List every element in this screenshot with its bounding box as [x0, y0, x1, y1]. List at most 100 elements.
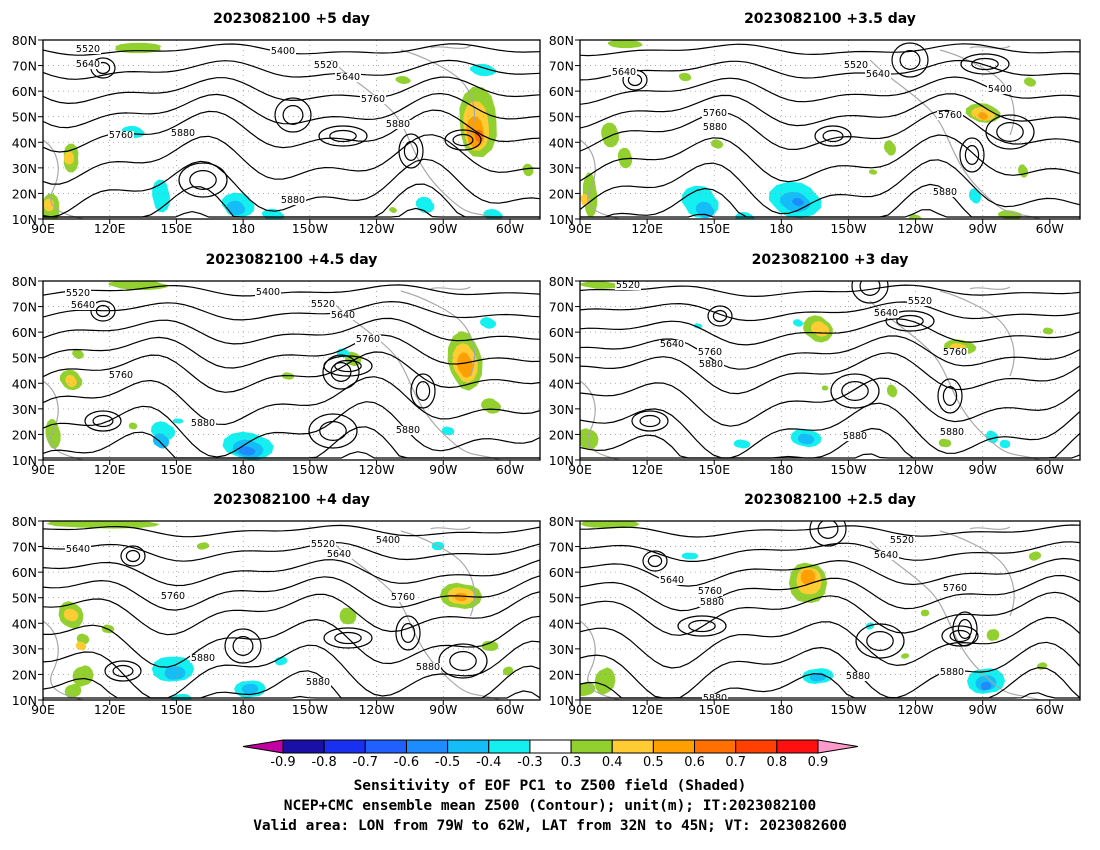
sensitivity-shading [580, 681, 596, 697]
z500-contour-cell [851, 281, 889, 304]
contour-label-bg [190, 419, 216, 428]
coastline [969, 526, 1011, 530]
z500-contour [43, 615, 540, 668]
lat-tick-label: 70N [12, 300, 37, 315]
sensitivity-shading [454, 592, 468, 602]
z500-contour [43, 451, 540, 459]
lon-tick-label: 120E [631, 221, 663, 236]
contour-label: 5880 [386, 119, 410, 130]
contour-label: 5880 [306, 677, 330, 688]
z500-contour-cell [941, 625, 979, 647]
panel-frame [42, 280, 541, 461]
colorbar-label: 0.5 [643, 755, 664, 770]
z500-contour [580, 352, 1080, 395]
contour-label-bg [280, 196, 306, 205]
sensitivity-shading [969, 188, 982, 204]
z500-contour-cell [92, 414, 114, 428]
z500-contour-cell [330, 362, 352, 382]
contour-label: 5880 [191, 653, 215, 664]
contour-label-bg [65, 289, 91, 298]
contour-label: 5760 [698, 586, 722, 597]
contour-label-bg [390, 593, 416, 602]
contour-label-bg [170, 129, 196, 138]
colorbar-segment [323, 739, 366, 754]
contour-label-bg [395, 426, 421, 435]
sensitivity-shading [908, 214, 922, 219]
colorbar-label: 0.4 [602, 755, 623, 770]
coastline [939, 49, 1015, 136]
z500-contour [43, 401, 540, 458]
lon-tick-label: 120W [358, 462, 394, 477]
contour-label-bg [697, 348, 723, 357]
z500-contour [43, 284, 540, 297]
z500-contour-cell [896, 314, 924, 328]
contour-label: 5640 [336, 72, 360, 83]
sensitivity-shading [1018, 164, 1028, 178]
lon-tick-label: 180 [231, 702, 255, 717]
z500-contour [43, 575, 540, 611]
caption-line1: Sensitivity of EOF PC1 to Z500 field (Sh… [354, 778, 747, 794]
contour-label: 5880 [281, 195, 305, 206]
lat-tick-label: 40N [549, 135, 574, 150]
contour-label: 5640 [331, 310, 355, 321]
z500-contour-cell [398, 133, 424, 169]
contour-label-bg [873, 551, 899, 560]
contour-label: 5760 [356, 334, 380, 345]
coastline [400, 290, 476, 377]
sensitivity-shading [46, 521, 160, 529]
lat-tick-label: 60N [549, 565, 574, 580]
z500-contour [43, 76, 540, 105]
contour-label: 5520 [890, 535, 914, 546]
z500-contour-cell [707, 305, 733, 327]
lat-tick-label: 60N [549, 325, 574, 340]
z500-contour-cell [444, 129, 482, 151]
lon-tick-label: 90E [568, 702, 592, 717]
z500-contour [43, 426, 540, 459]
contour-label-bg [615, 281, 641, 290]
lon-tick-label: 150W [830, 462, 866, 477]
contour-label-bg [270, 47, 296, 56]
contour-label-bg [335, 73, 361, 82]
sensitivity-shading [72, 665, 94, 687]
contour-label: 5520 [311, 539, 335, 550]
sensitivity-shading [1042, 327, 1054, 335]
z500-contour-cell [996, 122, 1024, 142]
contour-label: 5880 [699, 359, 723, 370]
coastline [430, 286, 471, 290]
colorbar-label: -0.3 [517, 755, 542, 770]
sensitivity-shading [800, 569, 816, 585]
lon-tick-label: 90E [568, 221, 592, 236]
contour-label: 5880 [416, 662, 440, 673]
colorbar-label: 0.7 [725, 755, 746, 770]
lon-tick-label: 150E [161, 221, 193, 236]
sensitivity-shading [999, 439, 1011, 449]
contour-label-bg [305, 678, 331, 687]
contour-label-bg [843, 61, 869, 70]
contour-label: 5760 [109, 130, 133, 141]
panel-title: 2023082100 +3 day [752, 252, 909, 268]
contour-label: 5880 [940, 427, 964, 438]
lat-tick-label: 70N [12, 540, 37, 555]
sensitivity-shading [128, 422, 138, 430]
lon-tick-label: 120W [897, 221, 933, 236]
z500-contour-cell [322, 354, 360, 390]
z500-contour [580, 301, 1080, 322]
z500-contour-cell [112, 664, 134, 678]
z500-contour-cell [410, 373, 436, 409]
panel-frame [579, 280, 1081, 461]
z500-contour [580, 209, 1080, 218]
colorbar: -0.9 -0.8 -0.7 -0.6 -0.5 -0.4 -0.3 0.3 0.4 0.5 0.6… [242, 739, 859, 770]
contour-label-bg [310, 300, 336, 309]
contour-label: 5520 [616, 280, 640, 291]
sensitivity-shading [980, 681, 992, 691]
colorbar-segment [488, 739, 531, 754]
z500-contour [43, 59, 540, 80]
coastline [43, 620, 84, 700]
lon-tick-label: 120E [631, 462, 663, 477]
lon-tick-label: 90W [429, 221, 457, 236]
lon-tick-label: 150E [698, 702, 730, 717]
colorbar-min-arrow [242, 739, 284, 754]
lon-tick-label: 150E [698, 221, 730, 236]
contour-label-bg [873, 309, 899, 318]
